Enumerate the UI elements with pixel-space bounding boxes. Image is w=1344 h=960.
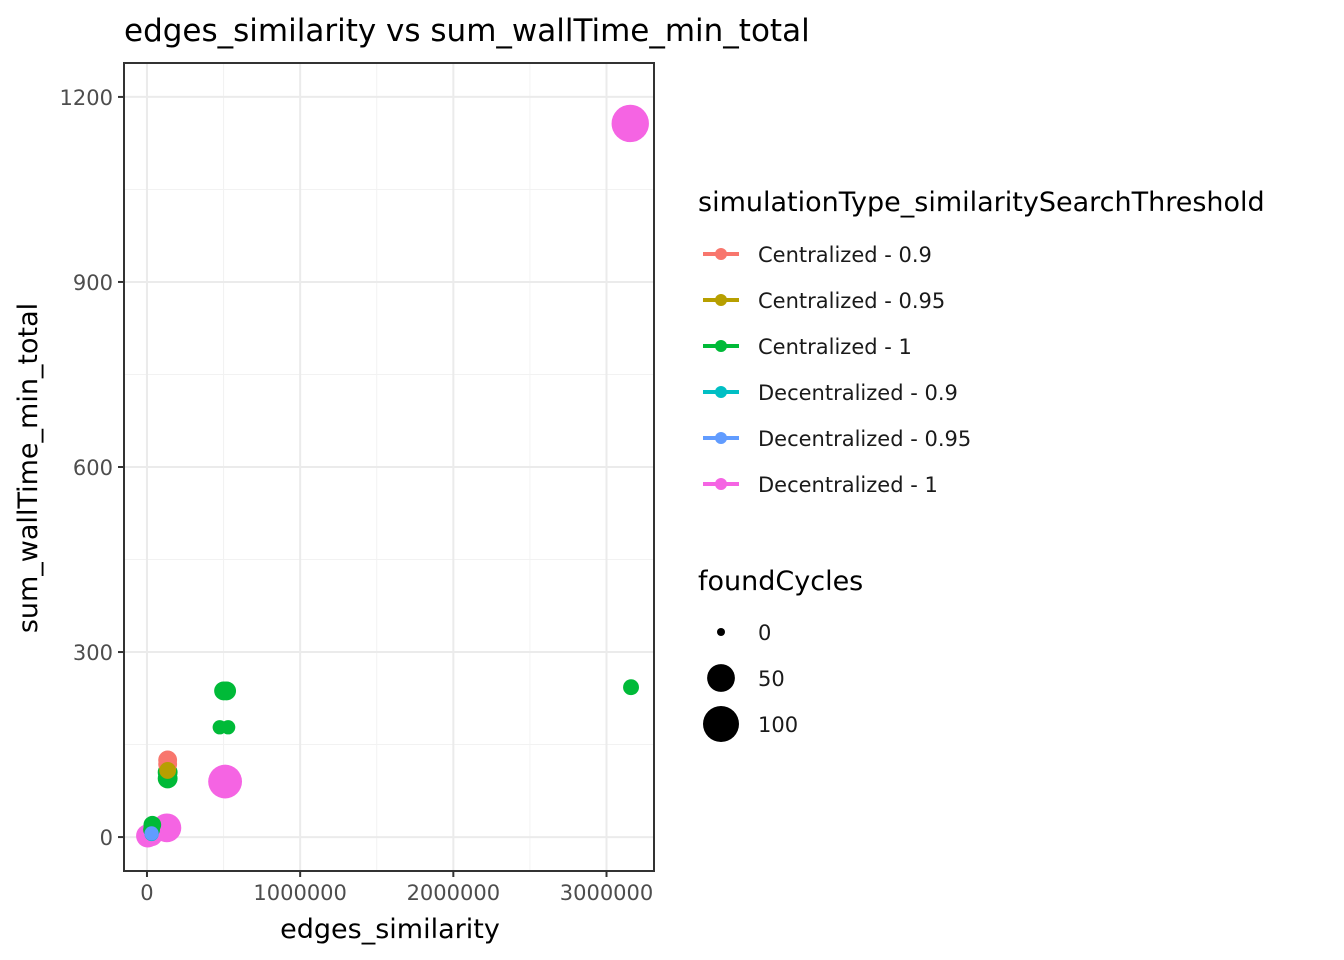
color-legend-label: Centralized - 0.9 [758, 243, 932, 267]
x-axis-title: edges_similarity [280, 914, 500, 945]
y-tick-label: 0 [100, 826, 113, 850]
legend-key-point [715, 294, 727, 306]
data-point [159, 762, 177, 779]
size-legend-title: foundCycles [698, 566, 863, 597]
size-legend-label: 50 [758, 667, 785, 691]
legend-key-point [715, 248, 727, 260]
y-tick-label: 900 [73, 271, 113, 295]
x-tick-label: 1000000 [253, 881, 347, 905]
size-legend-label: 0 [758, 621, 771, 645]
size-legend-key [717, 628, 725, 636]
size-legend-key [703, 706, 739, 742]
size-legend: foundCycles 0 50 100 [698, 566, 863, 742]
color-legend-label: Decentralized - 0.9 [758, 381, 958, 405]
data-point [623, 679, 639, 696]
legend-key-point [715, 432, 727, 444]
legend-key-point [715, 478, 727, 490]
data-point [611, 104, 649, 143]
y-axis-title: sum_wallTime_min_total [13, 303, 44, 633]
y-tick-label: 1200 [60, 86, 113, 110]
y-tick-label: 300 [73, 641, 113, 665]
y-tick-label: 600 [73, 456, 113, 480]
color-legend-label: Decentralized - 1 [758, 473, 938, 497]
size-legend-label: 100 [758, 713, 798, 737]
data-point [221, 720, 236, 735]
x-tick-label: 3000000 [560, 881, 654, 905]
data-point [214, 780, 232, 798]
size-legend-key [707, 664, 735, 692]
data-point [144, 826, 159, 841]
color-legend-label: Centralized - 1 [758, 335, 912, 359]
legend-key-point [715, 386, 727, 398]
color-legend-label: Decentralized - 0.95 [758, 427, 971, 451]
color-legend-label: Centralized - 0.95 [758, 289, 945, 313]
x-tick-label: 2000000 [407, 881, 501, 905]
plot-panel: 0 1000000 2000000 3000000 0 300 600 900 1200 [60, 62, 655, 905]
color-legend-title: simulationType_similaritySearchThreshold [698, 187, 1265, 218]
color-legend: simulationType_similaritySearchThreshold… [698, 187, 1265, 497]
legend-key-point [715, 340, 727, 352]
data-point [214, 681, 233, 701]
x-tick-label: 0 [140, 881, 153, 905]
chart-title: edges_similarity vs sum_wallTime_min_tot… [124, 13, 810, 49]
